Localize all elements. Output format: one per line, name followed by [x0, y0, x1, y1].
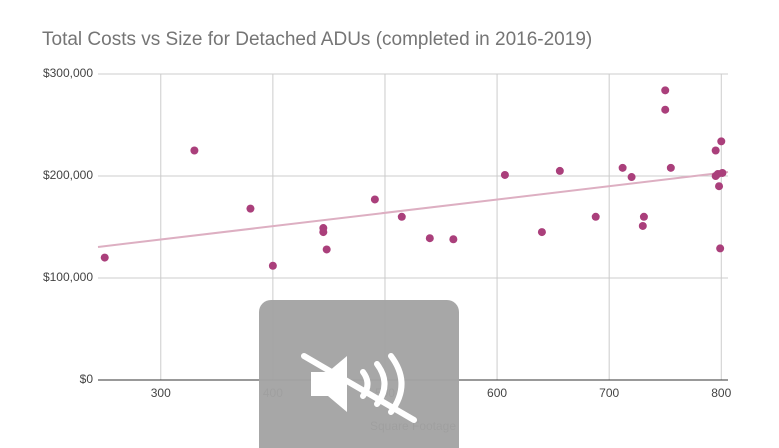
- point: [716, 244, 725, 253]
- point: [190, 146, 199, 155]
- mute-overlay[interactable]: [259, 300, 459, 448]
- y-tick-label: $300,000: [43, 66, 93, 80]
- overlay-panel[interactable]: [259, 300, 459, 448]
- point: [425, 234, 434, 243]
- y-tick-label: $0: [80, 372, 94, 386]
- point: [715, 182, 724, 191]
- point: [100, 253, 109, 262]
- point: [246, 204, 255, 213]
- point: [370, 195, 379, 204]
- point: [591, 212, 600, 221]
- point: [666, 163, 675, 172]
- point: [638, 221, 647, 230]
- x-tick-label: 300: [151, 386, 171, 400]
- point: [268, 261, 277, 270]
- point: [618, 163, 627, 172]
- point: [661, 86, 670, 95]
- point: [500, 170, 509, 179]
- point: [537, 228, 546, 237]
- point: [397, 212, 406, 221]
- y-tick-label: $200,000: [43, 168, 93, 182]
- point: [711, 146, 720, 155]
- point: [717, 137, 726, 146]
- x-tick-label: 800: [711, 386, 731, 400]
- mute-icon[interactable]: [301, 353, 417, 423]
- y-tick-label: $100,000: [43, 270, 93, 284]
- point: [322, 245, 331, 254]
- point: [718, 168, 727, 177]
- point: [639, 212, 648, 221]
- point: [661, 105, 670, 114]
- point: [319, 228, 328, 237]
- point: [627, 173, 636, 182]
- x-tick-label: 700: [599, 386, 619, 400]
- chart-title: Total Costs vs Size for Detached ADUs (c…: [42, 29, 592, 50]
- x-tick-label: 600: [487, 386, 507, 400]
- point: [449, 235, 458, 244]
- trendline: [97, 171, 729, 248]
- point: [555, 166, 564, 175]
